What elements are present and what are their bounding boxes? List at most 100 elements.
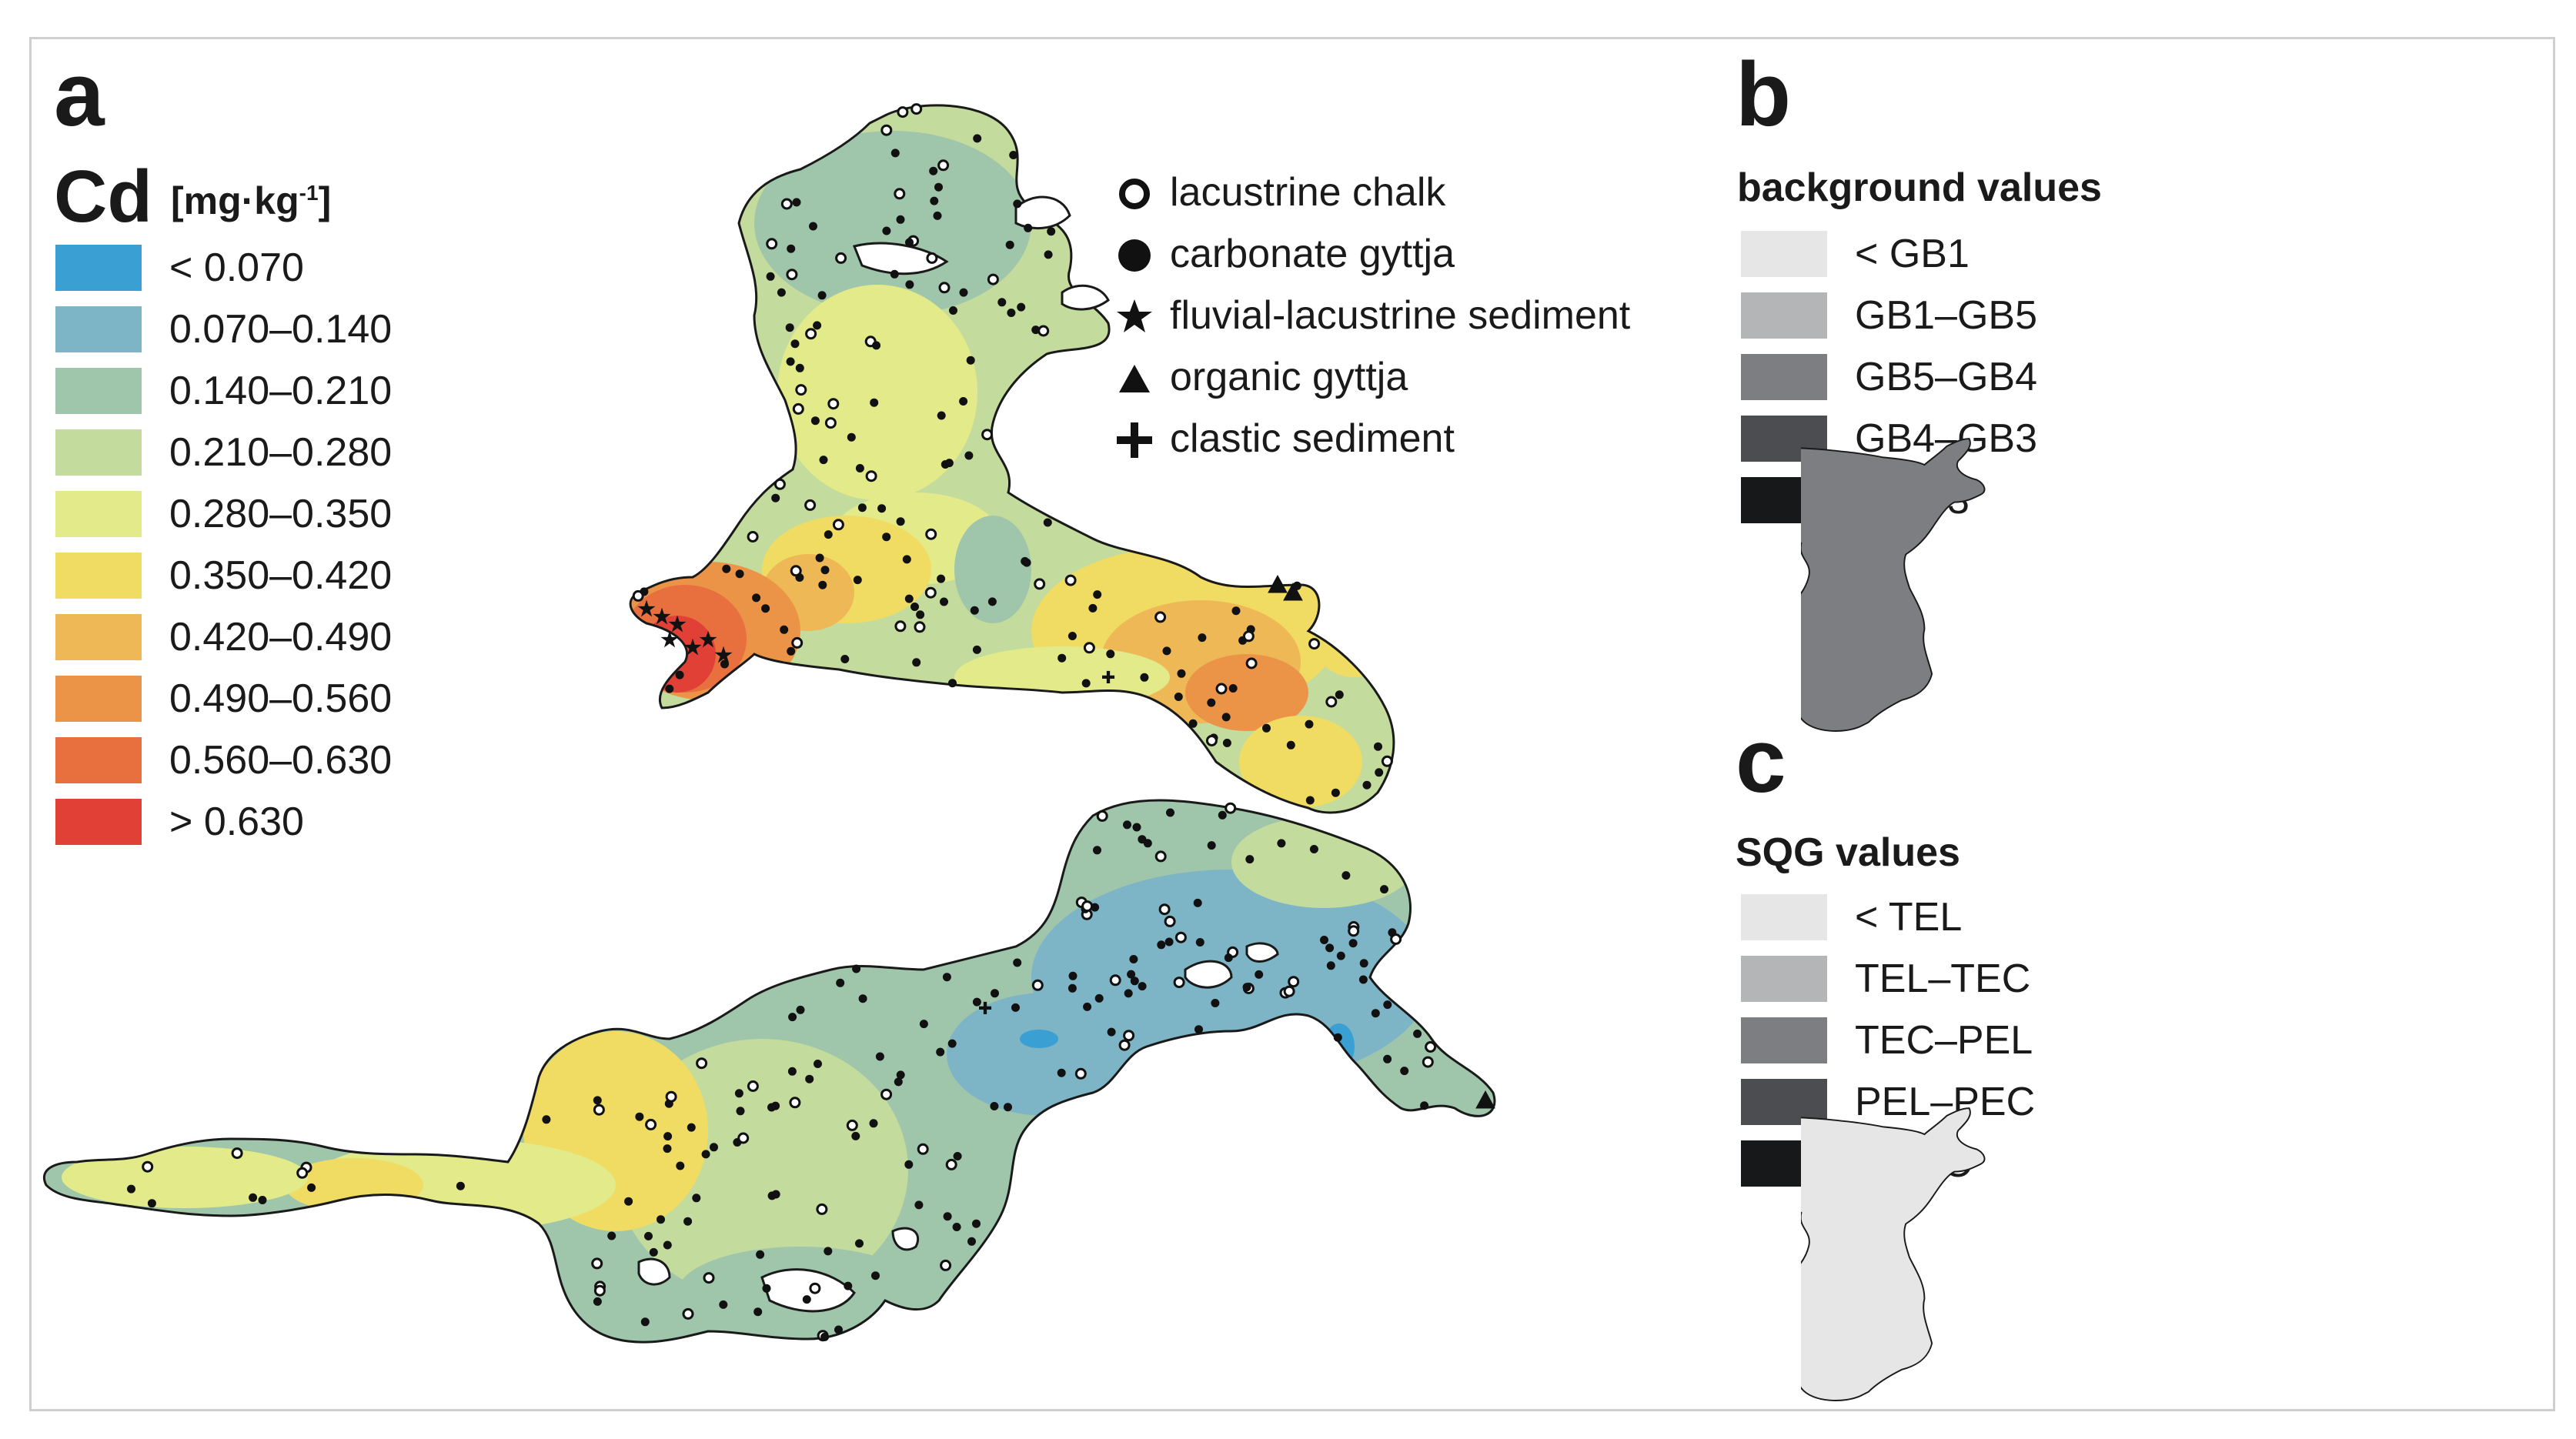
sample-type-label: carbonate gyttja [1170, 232, 1455, 276]
panel-c-letter: c [1736, 710, 1786, 812]
sample-type-label: lacustrine chalk [1170, 170, 1446, 215]
legend-label: > 0.630 [169, 800, 304, 844]
sample-point [1333, 1033, 1342, 1042]
sample-point [925, 528, 937, 540]
sample-point [1211, 999, 1220, 1007]
sample-point [816, 1203, 828, 1215]
sample-point [869, 1119, 878, 1128]
sample-point [871, 1271, 880, 1280]
sample-point [880, 124, 893, 136]
cross-marker: + [978, 996, 992, 1021]
sample-point [1422, 1056, 1434, 1068]
sample-point [940, 1259, 952, 1271]
sample-point [692, 1194, 701, 1203]
sample-point [897, 106, 909, 119]
legend-swatch [55, 799, 142, 845]
sample-point [1215, 683, 1228, 695]
sample-point [703, 1272, 715, 1284]
sqg-values-title: SQG values [1736, 830, 1960, 875]
sample-point [933, 211, 942, 220]
sample-point [1017, 302, 1026, 312]
sample-point [1174, 693, 1183, 701]
sample-point [766, 272, 775, 281]
sample-point [937, 411, 946, 420]
sample-point [819, 456, 828, 465]
sample-point [1388, 928, 1397, 937]
sample-point [890, 269, 899, 279]
legend-swatch [55, 306, 142, 352]
sample-point [1245, 855, 1255, 864]
sample-point [456, 1181, 465, 1190]
sample-point [805, 328, 817, 340]
sample-point [1081, 900, 1094, 913]
sample-point [593, 1103, 605, 1116]
sample-point [834, 1325, 843, 1334]
sample-point [1081, 679, 1091, 688]
sample-point [964, 451, 974, 460]
sample-type-label: fluvial-lacustrine sediment [1170, 293, 1631, 338]
sample-point [1218, 810, 1227, 820]
sample-point [1308, 638, 1321, 650]
sample-point [832, 519, 844, 531]
sample-point [1207, 841, 1216, 850]
sample-point [593, 1284, 606, 1297]
sample-point [663, 1144, 672, 1154]
legend-label: < TEL [1855, 895, 1963, 940]
filled-circle-icon [1114, 235, 1154, 275]
legend-swatch [55, 491, 142, 537]
legend-label: 0.140–0.210 [169, 369, 393, 413]
sample-point [1034, 578, 1046, 590]
sample-point [1007, 309, 1016, 317]
sample-point [1177, 669, 1186, 678]
sample-point [1348, 939, 1358, 948]
sample-point [593, 1096, 602, 1105]
background-values-title: background values [1737, 165, 2102, 210]
legend-label: PEL–PEC [1855, 1080, 2036, 1124]
legend-swatch [55, 368, 142, 414]
sample-point [1207, 698, 1216, 707]
legend-swatch [1741, 1017, 1827, 1063]
sample-point [809, 1282, 821, 1294]
cross-marker: + [1101, 665, 1115, 690]
sample-point [789, 1097, 801, 1109]
sample-point [818, 580, 827, 589]
sample-point [777, 288, 786, 297]
sample-point [805, 1074, 814, 1083]
legend-label: 0.560–0.630 [169, 738, 393, 783]
sample-point [1074, 1067, 1087, 1080]
sample-point [665, 684, 674, 693]
sample-point [943, 1212, 952, 1221]
sample-point [953, 1152, 962, 1160]
sample-point [905, 238, 914, 247]
sample-point [1221, 713, 1231, 722]
sample-point [1242, 983, 1251, 992]
sample-point [820, 566, 830, 575]
sample-point [1164, 937, 1174, 947]
sample-point [790, 339, 800, 349]
sample-point [910, 103, 923, 115]
sample-point [865, 470, 877, 482]
sample-point [792, 402, 804, 415]
triangle-marker [1475, 1090, 1495, 1109]
sample-point [835, 252, 847, 264]
sample-point [1037, 325, 1050, 337]
sample-point [894, 188, 906, 200]
sample-point [827, 398, 840, 410]
sample-point [787, 244, 796, 253]
sample-point [820, 1332, 830, 1341]
sample-point [987, 597, 997, 606]
sample-point [924, 586, 937, 599]
sample-point [1224, 953, 1233, 963]
sample-point [904, 1160, 914, 1169]
legend-label: 0.420–0.490 [169, 615, 393, 659]
sample-point [959, 397, 968, 406]
sample-point [937, 574, 946, 583]
legend-swatch [1741, 1079, 1827, 1125]
sample-point [972, 645, 981, 654]
sample-point [682, 1307, 694, 1320]
sample-point [981, 429, 994, 441]
sample-point [1013, 958, 1022, 967]
legend-label: 0.490–0.560 [169, 676, 393, 721]
sample-point [1288, 976, 1300, 988]
sample-point [972, 997, 981, 1007]
